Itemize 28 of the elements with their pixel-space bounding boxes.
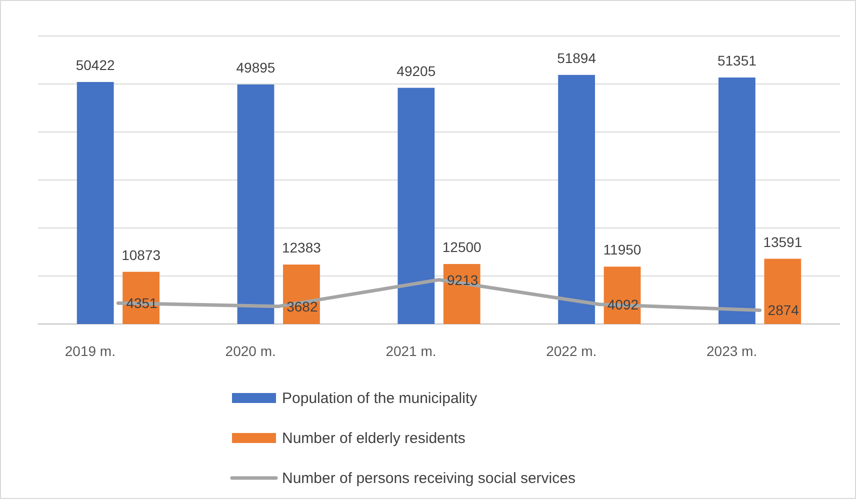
x-tick-label: 2020 m. bbox=[225, 343, 276, 359]
data-label: 51894 bbox=[557, 50, 596, 66]
data-label: 49205 bbox=[396, 62, 436, 79]
legend-label: Number of persons receiving social services bbox=[282, 470, 576, 487]
x-tick-label: 2019 m. bbox=[64, 343, 116, 359]
legend-label: Population of the municipality bbox=[282, 390, 478, 407]
data-label: 12500 bbox=[442, 239, 482, 255]
bar bbox=[76, 82, 114, 324]
data-label: 50422 bbox=[76, 56, 116, 73]
data-label: 11950 bbox=[603, 242, 642, 258]
data-label: 51351 bbox=[717, 52, 757, 69]
bar bbox=[718, 78, 756, 324]
bar bbox=[398, 88, 435, 324]
bar bbox=[764, 258, 802, 324]
legend-label: Number of elderly residents bbox=[282, 430, 466, 447]
bar bbox=[558, 74, 595, 324]
bar bbox=[237, 84, 274, 324]
data-label: 13591 bbox=[763, 234, 802, 250]
data-label: 4092 bbox=[607, 296, 639, 312]
data-label: 3682 bbox=[286, 298, 318, 314]
data-label: 10873 bbox=[122, 246, 161, 263]
x-tick-label: 2022 m. bbox=[546, 343, 597, 359]
data-label: 49895 bbox=[236, 60, 276, 76]
x-tick-label: 2023 m. bbox=[706, 343, 758, 359]
data-label: 4351 bbox=[126, 295, 158, 312]
x-tick-label: 2021 m. bbox=[386, 343, 436, 359]
data-label: 12383 bbox=[282, 240, 322, 256]
data-label: 2874 bbox=[768, 302, 800, 318]
